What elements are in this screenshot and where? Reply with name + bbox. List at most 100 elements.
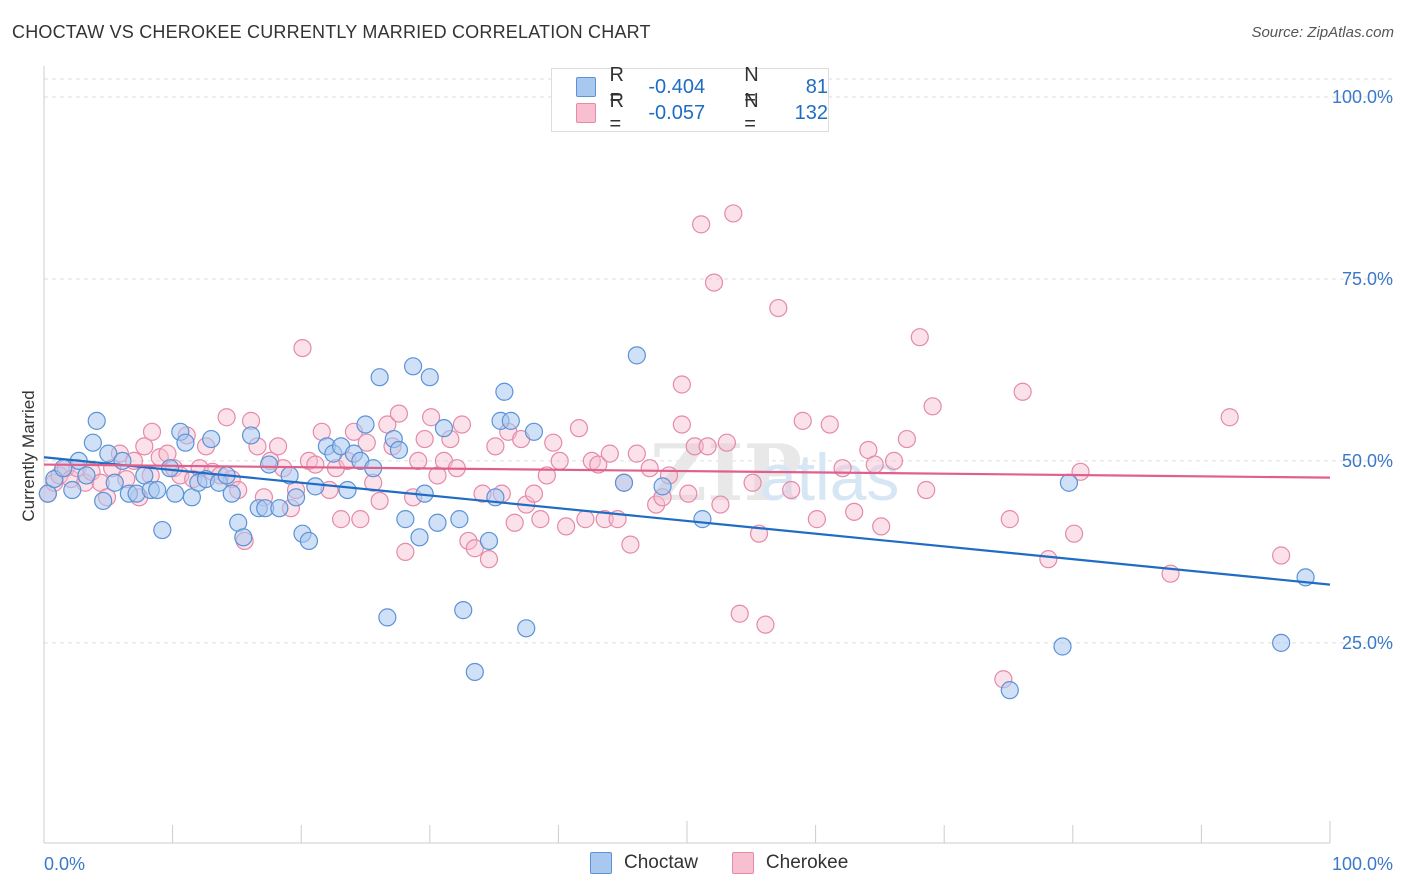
cherokee-point bbox=[459, 531, 478, 551]
cherokee-point bbox=[627, 444, 646, 463]
cherokee-point bbox=[569, 419, 589, 438]
cherokee-point bbox=[544, 433, 563, 452]
cherokee-point bbox=[769, 298, 788, 318]
cherokee-point bbox=[717, 433, 736, 452]
cherokee-point bbox=[550, 451, 569, 471]
cherokee-point bbox=[452, 415, 472, 434]
cherokee-legend-swatch bbox=[731, 852, 754, 874]
choctaw-point bbox=[222, 484, 241, 503]
choctaw-point bbox=[83, 433, 102, 452]
r-label: R = bbox=[609, 64, 624, 109]
cherokee-point bbox=[415, 429, 434, 449]
choctaw-point bbox=[259, 455, 279, 474]
choctaw-point bbox=[614, 473, 634, 492]
cherokee-point bbox=[396, 542, 415, 561]
series-legend: Choctaw Cherokee bbox=[590, 852, 882, 874]
cherokee-point bbox=[409, 451, 428, 471]
cherokee-n-value: 132 bbox=[794, 101, 828, 124]
choctaw-legend-label: Choctaw bbox=[624, 852, 698, 873]
choctaw-point bbox=[63, 480, 82, 500]
axes bbox=[43, 66, 1331, 844]
cherokee-point bbox=[465, 539, 484, 558]
cherokee-point bbox=[923, 397, 942, 416]
choctaw-point bbox=[176, 433, 195, 452]
cherokee-point bbox=[389, 404, 409, 423]
cherokee-point bbox=[595, 510, 614, 529]
cherokee-point bbox=[217, 408, 236, 427]
chart-title: CHOCTAW VS CHEROKEE CURRENTLY MARRIED CO… bbox=[12, 22, 651, 42]
cherokee-point bbox=[142, 422, 162, 441]
cherokee-point bbox=[1220, 408, 1239, 427]
cherokee-point bbox=[357, 433, 376, 452]
cherokee-point bbox=[621, 535, 640, 554]
cherokee-point bbox=[884, 451, 904, 471]
choctaw-point bbox=[420, 368, 439, 387]
cherokee-point bbox=[135, 437, 154, 456]
choctaw-point bbox=[1053, 637, 1072, 656]
cherokee-point bbox=[370, 491, 389, 511]
choctaw-point bbox=[286, 488, 306, 507]
cherokee-point bbox=[486, 437, 505, 456]
cherokee-point bbox=[724, 204, 743, 223]
cherokee-point bbox=[600, 444, 619, 463]
choctaw-point bbox=[202, 429, 221, 449]
choctaw-point bbox=[113, 451, 132, 471]
choctaw-point bbox=[166, 484, 185, 503]
cherokee-point bbox=[793, 411, 812, 430]
choctaw-point bbox=[479, 531, 499, 551]
cherokee-point bbox=[679, 484, 698, 503]
cherokee-point bbox=[820, 415, 839, 434]
choctaw-point bbox=[465, 662, 484, 682]
choctaw-point bbox=[517, 619, 536, 638]
choctaw-point bbox=[434, 419, 454, 438]
choctaw-point bbox=[495, 382, 514, 401]
choctaw-point bbox=[94, 491, 113, 511]
cherokee-point bbox=[845, 502, 864, 521]
cherokee-point bbox=[351, 510, 370, 529]
y-tick-label: 100.0% bbox=[1332, 87, 1393, 107]
choctaw-point bbox=[627, 346, 646, 365]
cherokee-point bbox=[897, 429, 917, 449]
choctaw-point bbox=[450, 510, 469, 529]
cherokee-point bbox=[331, 510, 351, 529]
cherokee-point bbox=[872, 517, 891, 536]
choctaw-point bbox=[77, 466, 96, 485]
cherokee-point bbox=[672, 415, 691, 434]
tick-labels: 25.0% 50.0% 75.0% 100.0% 0.0% 100.0% bbox=[44, 87, 1393, 874]
choctaw-point bbox=[148, 480, 167, 500]
choctaw-point bbox=[428, 513, 447, 532]
choctaw-point bbox=[378, 608, 397, 627]
cherokee-point bbox=[807, 510, 826, 529]
x-tick-label: 0.0% bbox=[44, 854, 85, 874]
cherokee-point bbox=[479, 550, 499, 569]
choctaw-point bbox=[1059, 473, 1079, 492]
choctaw-point bbox=[234, 528, 253, 547]
cherokee-point bbox=[672, 375, 691, 394]
cherokee-point bbox=[557, 517, 576, 536]
choctaw-point bbox=[454, 601, 473, 620]
choctaw-point bbox=[87, 411, 106, 430]
cherokee-point bbox=[730, 604, 749, 623]
y-tick-label: 75.0% bbox=[1342, 269, 1393, 289]
trend-lines bbox=[43, 456, 1331, 586]
cherokee-swatch bbox=[576, 103, 596, 123]
cherokee-point bbox=[743, 473, 762, 492]
choctaw-point bbox=[299, 531, 319, 551]
cherokee-point bbox=[1000, 510, 1019, 529]
n-label: N = bbox=[744, 64, 759, 109]
cherokee-point bbox=[421, 408, 441, 427]
cherokee-point bbox=[865, 455, 884, 474]
choctaw-point bbox=[306, 477, 325, 496]
choctaw-legend-swatch bbox=[590, 852, 612, 874]
cherokee-point bbox=[524, 484, 544, 503]
legend-row-cherokee: R = -0.057 N = 132 bbox=[576, 90, 828, 135]
cherokee-legend-label: Cherokee bbox=[765, 852, 849, 873]
choctaw-n-value: 81 bbox=[805, 75, 828, 98]
cherokee-point bbox=[505, 513, 524, 532]
cherokee-point bbox=[756, 615, 775, 634]
cherokee-point bbox=[647, 495, 666, 514]
choctaw-point bbox=[105, 473, 124, 492]
cherokee-point bbox=[589, 455, 608, 474]
choctaw-point bbox=[99, 444, 118, 463]
choctaw-point bbox=[693, 510, 712, 529]
